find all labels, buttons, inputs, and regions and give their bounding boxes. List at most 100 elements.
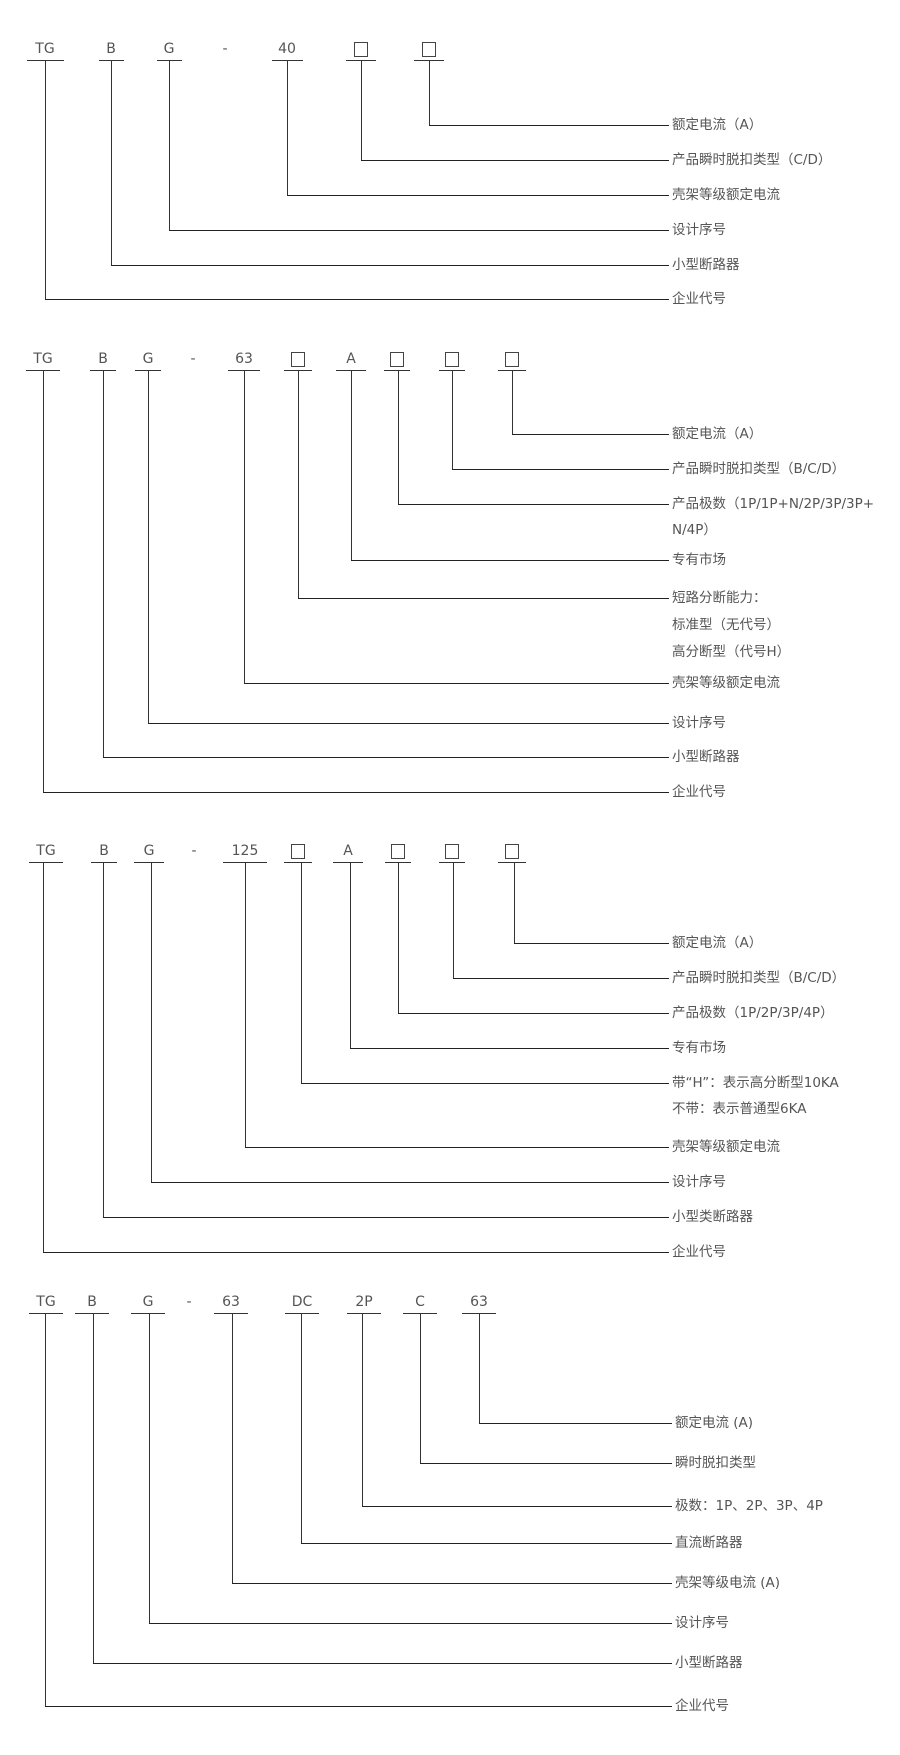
code-segment: TG [33, 351, 53, 367]
item-label: 额定电流（A） [672, 426, 763, 442]
connector-horizontal [103, 757, 669, 758]
connector-vertical [512, 370, 513, 434]
code-segment: A [343, 843, 353, 859]
item-label: 设计序号 [675, 1615, 729, 1631]
connector-vertical [45, 1313, 46, 1706]
code-placeholder-box [505, 351, 519, 367]
item-label: 专有市场 [672, 552, 726, 568]
item-label: 企业代号 [672, 784, 726, 800]
connector-vertical [148, 370, 149, 723]
code-underline [75, 1313, 109, 1314]
code-segment: - [191, 843, 197, 859]
connector-horizontal [43, 1252, 669, 1253]
item-label: 额定电流（A） [672, 935, 763, 951]
code-segment: - [186, 1294, 192, 1310]
code-placeholder-box [390, 351, 404, 367]
empty-box-icon [390, 351, 404, 367]
connector-horizontal [232, 1583, 672, 1584]
connector-vertical [43, 370, 44, 792]
connector-horizontal [362, 1506, 672, 1507]
code-underline [498, 862, 526, 863]
connector-vertical [287, 60, 288, 195]
code-placeholder-box [291, 351, 305, 367]
item-label-extra: N/4P） [672, 522, 717, 538]
connector-horizontal [103, 1217, 669, 1218]
connector-horizontal [361, 160, 669, 161]
connector-horizontal [111, 265, 669, 266]
connector-vertical [479, 1313, 480, 1423]
connector-horizontal [350, 1048, 669, 1049]
connector-vertical [398, 862, 399, 1013]
connector-vertical [298, 370, 299, 598]
item-label: 极数：1P、2P、3P、4P [675, 1498, 823, 1514]
code-segment: B [87, 1294, 97, 1310]
item-label: 小型断路器 [672, 749, 740, 765]
code-placeholder-box [391, 843, 405, 859]
code-underline [214, 1313, 248, 1314]
item-label: 瞬时脱扣类型 [675, 1455, 756, 1471]
code-segment: G [142, 351, 154, 367]
empty-box-icon [445, 843, 459, 859]
code-placeholder-box [505, 843, 519, 859]
empty-box-icon [291, 843, 305, 859]
item-label: 产品极数（1P/1P+N/2P/3P/3P+ [672, 496, 875, 512]
item-label-extra: 标准型（无代号） [672, 617, 780, 633]
connector-horizontal [452, 469, 669, 470]
code-segment: 40 [278, 41, 296, 57]
empty-box-icon [354, 41, 368, 57]
connector-vertical [244, 370, 245, 683]
connector-vertical [514, 862, 515, 943]
code-underline [29, 1313, 63, 1314]
connector-vertical [103, 370, 104, 757]
item-label: 额定电流（A） [672, 117, 763, 133]
empty-box-icon [291, 351, 305, 367]
code-placeholder-box [445, 843, 459, 859]
code-segment: B [99, 843, 109, 859]
item-label: 壳架等级额定电流 [672, 1139, 780, 1155]
connector-vertical [429, 60, 430, 125]
connector-horizontal [398, 1013, 669, 1014]
connector-vertical [149, 1313, 150, 1623]
item-label: 设计序号 [672, 1174, 726, 1190]
connector-vertical [351, 370, 352, 560]
connector-horizontal [287, 195, 669, 196]
code-segment: A [346, 351, 356, 367]
connector-vertical [453, 862, 454, 978]
code-segment: G [142, 1294, 154, 1310]
code-segment: C [415, 1294, 425, 1310]
connector-horizontal [244, 683, 669, 684]
connector-horizontal [429, 125, 669, 126]
item-label: 产品瞬时脱扣类型（B/C/D） [672, 461, 846, 477]
connector-vertical [350, 862, 351, 1048]
code-placeholder-box [422, 41, 436, 57]
connector-vertical [452, 370, 453, 469]
connector-vertical [301, 1313, 302, 1543]
connector-horizontal [301, 1543, 672, 1544]
connector-horizontal [45, 299, 669, 300]
connector-vertical [93, 1313, 94, 1663]
connector-vertical [301, 862, 302, 1083]
code-segment: TG [36, 843, 56, 859]
item-label: 企业代号 [672, 291, 726, 307]
code-segment: 63 [222, 1294, 240, 1310]
connector-horizontal [245, 1147, 669, 1148]
code-placeholder-box [291, 843, 305, 859]
connector-vertical [43, 862, 44, 1252]
code-segment: 63 [235, 351, 253, 367]
connector-horizontal [151, 1182, 669, 1183]
connector-horizontal [512, 434, 669, 435]
connector-vertical [111, 60, 112, 265]
connector-vertical [151, 862, 152, 1182]
code-underline [333, 862, 363, 863]
connector-vertical [420, 1313, 421, 1463]
item-label: 小型断路器 [672, 257, 740, 273]
connector-vertical [103, 862, 104, 1217]
empty-box-icon [391, 843, 405, 859]
item-label: 短路分断能力： [672, 590, 767, 606]
code-segment: B [98, 351, 108, 367]
code-segment: B [106, 41, 116, 57]
connector-vertical [245, 862, 246, 1147]
connector-vertical [45, 60, 46, 299]
connector-vertical [169, 60, 170, 230]
